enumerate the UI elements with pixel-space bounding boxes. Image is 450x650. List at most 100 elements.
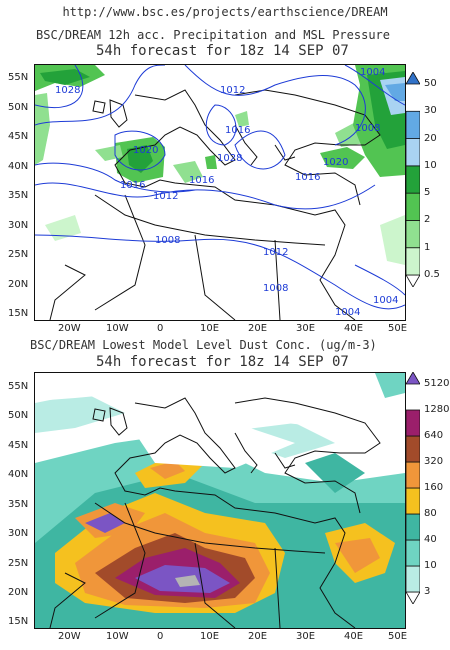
lat-label: 20N: [8, 587, 29, 598]
colorbar-level-label: 50: [424, 78, 437, 89]
colorbar-level-label: 160: [424, 482, 444, 493]
lon-label: 10W: [106, 631, 129, 642]
isobar-label: 1028: [55, 85, 81, 96]
colorbar-level-label: 10: [424, 159, 437, 171]
dust-colorbar-svg: [406, 372, 420, 604]
isobar-label: 1016: [225, 125, 251, 136]
top-title: BSC/DREAM 12h acc. Precipitation and MSL…: [36, 28, 391, 42]
colorbar-level-label: 20: [424, 132, 437, 144]
lon-label: 40E: [344, 631, 364, 642]
lat-label: 25N: [8, 558, 29, 569]
precipitation-areas: [35, 65, 405, 265]
colorbar-level-label: 30: [424, 105, 437, 117]
precip-colorbar: [406, 72, 420, 287]
dust-areas: [35, 373, 405, 628]
lat-label: 40N: [8, 161, 29, 172]
coastlines: [49, 397, 381, 628]
lon-label: 0: [157, 323, 164, 334]
colorbar-level-label: 5: [424, 187, 431, 199]
colorbar-swatch: [406, 565, 420, 593]
colorbar-swatch: [406, 435, 420, 463]
isobar-label: 1020: [323, 157, 349, 168]
isobar-label: 1016: [295, 172, 321, 183]
colorbar-swatch: [406, 409, 420, 437]
lon-label: 30E: [296, 323, 316, 334]
lon-label: 20W: [58, 631, 81, 642]
source-url[interactable]: http://www.bsc.es/projects/earthscience/…: [62, 5, 388, 19]
colorbar-level-label: 10: [424, 560, 437, 571]
colorbar-level-label: 1: [424, 241, 431, 253]
colorbar-swatch: [406, 110, 420, 139]
isobar-label: 1008: [263, 283, 289, 294]
colorbar-swatch: [406, 72, 420, 85]
colorbar-level-label: 80: [424, 508, 437, 519]
lat-label: 20N: [8, 279, 29, 290]
lat-label: 25N: [8, 249, 29, 260]
isobar-label: 1016: [189, 175, 215, 186]
lat-label: 15N: [8, 308, 29, 319]
isobar-label: 1028: [217, 153, 243, 164]
lat-label: 30N: [8, 528, 29, 539]
colorbar-level-label: 640: [424, 430, 444, 441]
lat-label: 30N: [8, 220, 29, 231]
precip-map-svg: [35, 65, 405, 320]
colorbar-swatch: [406, 247, 420, 276]
isobar-lines: [35, 65, 405, 310]
colorbar-swatch: [406, 274, 420, 287]
bottom-subtitle: 54h forecast for 18z 14 SEP 07: [96, 354, 349, 370]
coastlines: [49, 89, 381, 320]
lat-label: 35N: [8, 499, 29, 510]
bottom-title: BSC/DREAM Lowest Model Level Dust Conc. …: [30, 338, 377, 352]
colorbar-level-label: 1280: [424, 404, 450, 415]
precip-colorbar-svg: [406, 72, 420, 287]
dust-map-svg: [35, 373, 405, 628]
colorbar-swatch: [406, 487, 420, 515]
lat-label: 45N: [8, 440, 29, 451]
colorbar-level-label: 2: [424, 214, 431, 226]
isobar-label: 1004: [373, 295, 399, 306]
dust-colorbar: [406, 372, 420, 604]
colorbar-swatch: [406, 138, 420, 167]
lon-label: 10W: [106, 323, 129, 334]
colorbar-swatch: [406, 591, 420, 604]
isobar-label: 1004: [335, 307, 361, 318]
lat-label: 15N: [8, 616, 29, 627]
top-subtitle: 54h forecast for 18z 14 SEP 07: [96, 43, 349, 59]
lat-label: 55N: [8, 72, 29, 83]
lat-label: 55N: [8, 381, 29, 392]
colorbar-swatch: [406, 539, 420, 567]
isobar-label: 1016: [120, 180, 146, 191]
lon-label: 50E: [388, 323, 408, 334]
colorbar-swatch: [406, 513, 420, 541]
lon-label: 50E: [388, 631, 408, 642]
lon-label: 10E: [200, 631, 220, 642]
colorbar-level-label: 3: [424, 586, 431, 597]
colorbar-level-label: 5120: [424, 378, 450, 389]
lon-label: 0: [157, 631, 164, 642]
colorbar-level-label: 320: [424, 456, 444, 467]
precipitation-pressure-map: 1004 1028 1012 1016 1020 1028 1016 1016 …: [34, 64, 406, 321]
lat-label: 40N: [8, 469, 29, 480]
lon-label: 20E: [248, 631, 268, 642]
lat-label: 45N: [8, 131, 29, 142]
colorbar-swatch: [406, 461, 420, 489]
lon-label: 20W: [58, 323, 81, 334]
isobar-label: 1004: [360, 67, 386, 78]
isobar-label: 1012: [220, 85, 246, 96]
colorbar-swatch: [406, 165, 420, 194]
colorbar-level-label: 0.5: [424, 269, 440, 280]
isobar-label: 1012: [153, 191, 179, 202]
dust-concentration-map: [34, 372, 406, 629]
lat-label: 50N: [8, 410, 29, 421]
colorbar-swatch: [406, 372, 420, 385]
isobar-label: 1012: [263, 247, 289, 258]
lon-label: 40E: [344, 323, 364, 334]
colorbar-level-label: 40: [424, 534, 437, 545]
lon-label: 10E: [200, 323, 220, 334]
colorbar-swatch: [406, 192, 420, 221]
lon-label: 20E: [248, 323, 268, 334]
colorbar-swatch: [406, 220, 420, 249]
isobar-label: 1020: [133, 145, 159, 156]
isobar-label: 1008: [155, 235, 181, 246]
lon-label: 30E: [296, 631, 316, 642]
